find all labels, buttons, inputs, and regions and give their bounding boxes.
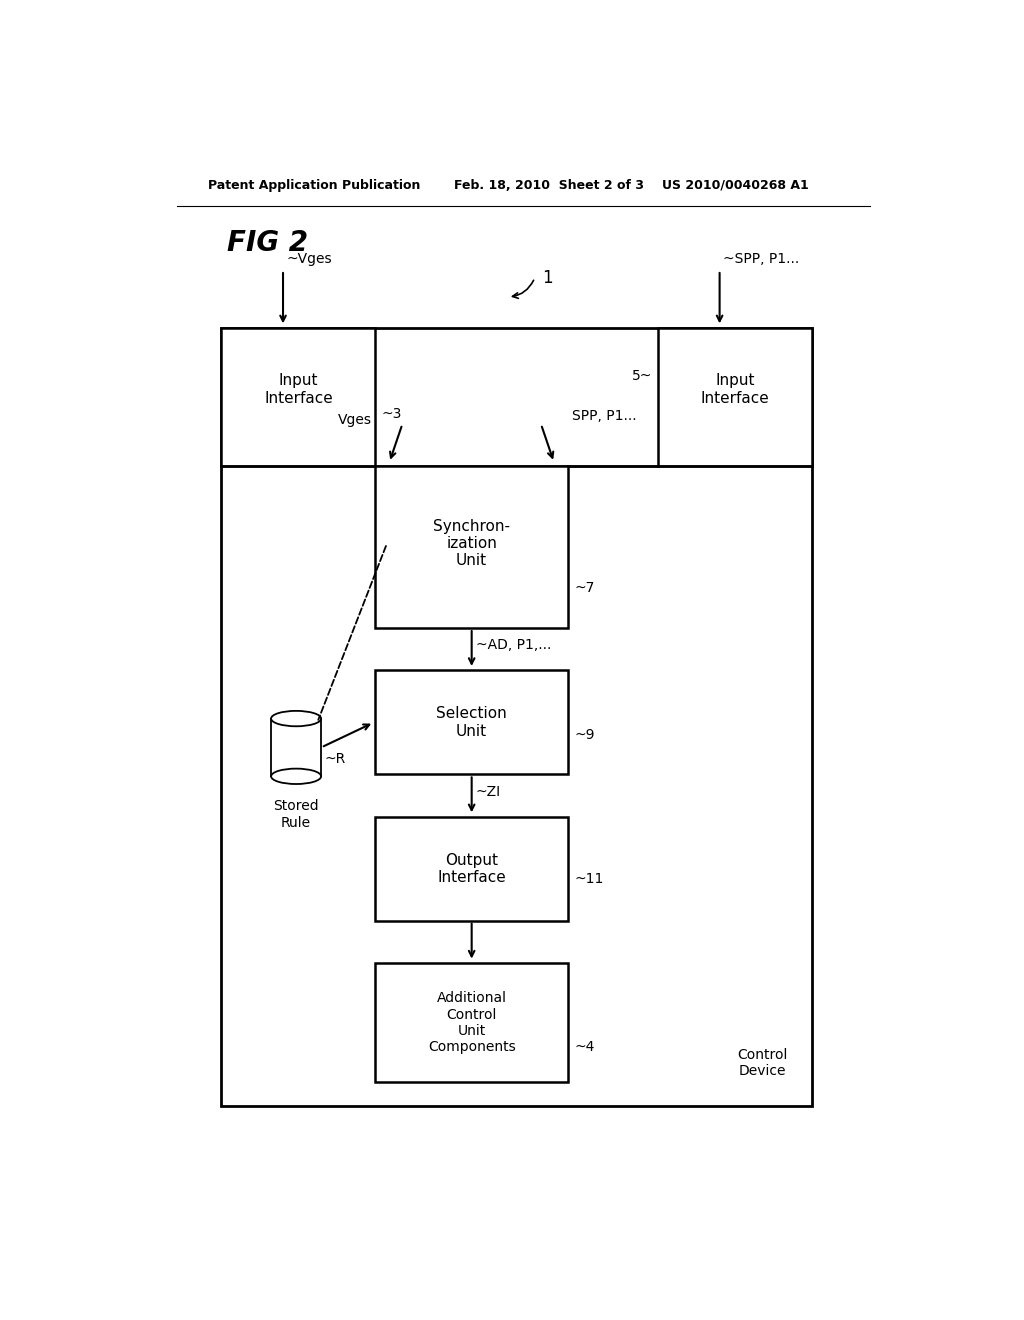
Text: Vges: Vges (338, 413, 372, 428)
Text: FIG 2: FIG 2 (226, 230, 308, 257)
Text: ~SPP, P1...: ~SPP, P1... (724, 252, 800, 265)
Text: Patent Application Publication: Patent Application Publication (208, 178, 420, 191)
Text: Control
Device: Control Device (737, 1048, 787, 1078)
Text: Selection
Unit: Selection Unit (436, 706, 507, 739)
Bar (221, 327, 812, 1106)
Bar (221, 327, 376, 466)
Text: ~AD, P1,...: ~AD, P1,... (475, 639, 551, 652)
Text: Output
Interface: Output Interface (437, 853, 506, 884)
Bar (376, 671, 568, 775)
Text: ~4: ~4 (574, 1040, 595, 1053)
Text: Input
Interface: Input Interface (264, 374, 333, 405)
Bar (376, 964, 568, 1082)
Text: ~ZI: ~ZI (475, 784, 501, 799)
Text: 5~: 5~ (632, 370, 652, 383)
Bar (376, 817, 568, 921)
Text: Input
Interface: Input Interface (700, 374, 769, 405)
Text: Feb. 18, 2010  Sheet 2 of 3: Feb. 18, 2010 Sheet 2 of 3 (454, 178, 644, 191)
Ellipse shape (271, 768, 322, 784)
Bar (658, 327, 812, 466)
Text: US 2010/0040268 A1: US 2010/0040268 A1 (662, 178, 809, 191)
Text: ~11: ~11 (574, 873, 603, 886)
Text: 1: 1 (543, 269, 553, 286)
Text: Additional
Control
Unit
Components: Additional Control Unit Components (428, 991, 515, 1055)
Text: ~Vges: ~Vges (287, 252, 333, 265)
Text: SPP, P1...: SPP, P1... (571, 409, 636, 424)
Text: ~9: ~9 (574, 727, 595, 742)
Text: Stored
Rule: Stored Rule (273, 800, 318, 830)
Bar (271, 718, 322, 776)
Ellipse shape (271, 711, 322, 726)
Text: ~R: ~R (325, 752, 346, 766)
Text: Synchron-
ization
Unit: Synchron- ization Unit (433, 519, 510, 569)
Bar (376, 466, 568, 628)
Text: ~7: ~7 (574, 581, 595, 595)
Text: ~3: ~3 (382, 407, 402, 421)
